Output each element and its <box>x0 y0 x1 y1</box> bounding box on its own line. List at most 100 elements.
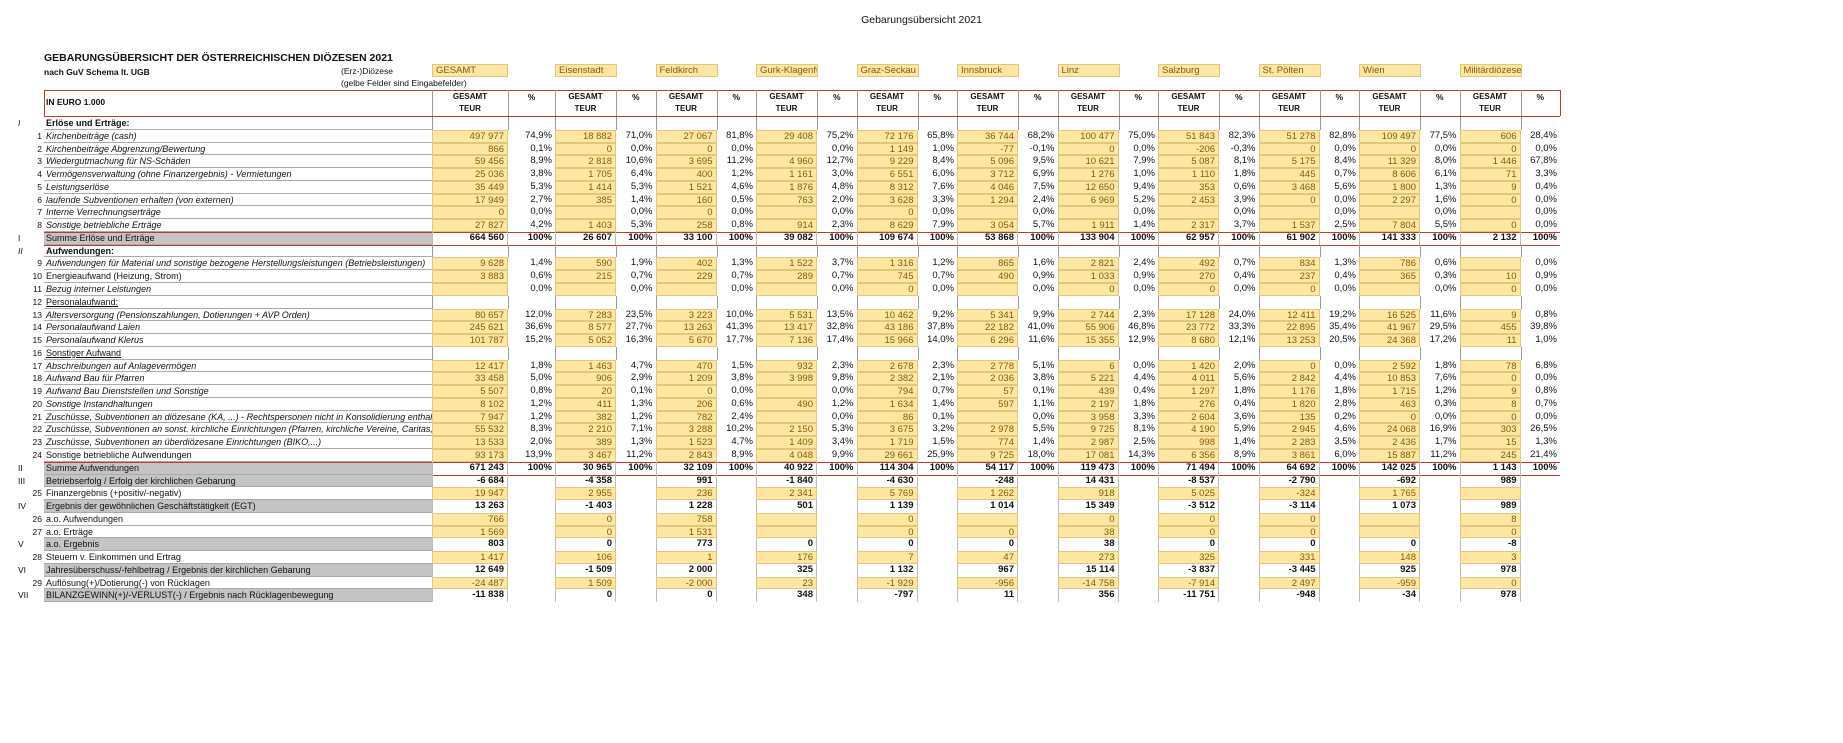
teur-cell: 664 560 <box>432 231 508 245</box>
pct-cell: 0,0% <box>1334 283 1356 294</box>
rule <box>1258 244 1260 258</box>
row-label: Leistungserlöse <box>44 181 432 194</box>
teur-cell: 2 592 <box>1359 359 1420 373</box>
rule <box>1018 117 1019 130</box>
teur-cell: 0 <box>655 142 717 156</box>
rule <box>856 244 858 258</box>
teur-cell: 0 <box>756 538 817 552</box>
col-head: TEUR <box>775 104 798 113</box>
rule <box>508 244 509 258</box>
rule <box>1258 90 1260 116</box>
row-number: 16 <box>32 347 42 358</box>
row-label: Kirchenbeiträge (cash) <box>44 130 432 143</box>
teur-cell: 72 176 <box>856 129 918 143</box>
pct-cell: 100% <box>1331 461 1356 473</box>
teur-cell: 109 497 <box>1359 129 1420 143</box>
row-label: Ergebnis der gewöhnlichen Geschäftstätig… <box>44 500 432 513</box>
rule <box>1420 295 1421 309</box>
row-label: Personalaufwand: <box>44 296 432 309</box>
teur-cell: 47 <box>957 551 1018 564</box>
pct-cell: 0,6% <box>731 397 753 409</box>
row-label: Jahresüberschuss/-fehlbetrag / Ergebnis … <box>44 563 432 577</box>
pct-cell: 0,6% <box>530 270 552 282</box>
pct-cell: 0,0% <box>530 206 552 218</box>
teur-cell: 51 278 <box>1258 129 1320 143</box>
teur-cell: 2 842 <box>1258 372 1320 386</box>
col-head: TEUR <box>1378 104 1401 113</box>
pct-cell: 3,0% <box>831 168 854 180</box>
teur-cell: 8 577 <box>555 321 616 335</box>
teur-cell: 27 067 <box>655 129 717 143</box>
teur-cell: 5 769 <box>856 487 918 501</box>
pct-cell: 0,0% <box>630 283 653 294</box>
teur-cell: 0 <box>856 206 918 220</box>
pct-cell: 2,1% <box>932 372 954 384</box>
rule <box>655 90 657 116</box>
teur-cell: 606 <box>1459 129 1521 143</box>
pct-cell: 0,9% <box>1535 270 1557 282</box>
pct-cell: 0,8% <box>731 219 753 231</box>
teur-cell: 0 <box>1057 142 1119 156</box>
teur-cell: 3 054 <box>957 219 1018 232</box>
pct-cell: 100% <box>728 231 753 243</box>
teur-cell: -14 758 <box>1057 576 1119 590</box>
teur-cell: 0 <box>1057 283 1119 296</box>
teur-cell: 18 882 <box>555 129 616 143</box>
rule <box>44 231 1560 233</box>
rule <box>716 117 718 130</box>
pct-cell: 5,5% <box>1032 423 1055 435</box>
teur-cell: 8 <box>1459 397 1521 411</box>
teur-cell: -1 509 <box>555 563 616 577</box>
teur-cell: 9 229 <box>856 155 918 169</box>
teur-cell <box>756 206 817 220</box>
pct-cell: 17,2% <box>1429 334 1457 346</box>
pct-cell: 37,8% <box>927 321 954 333</box>
pct-cell: 2,3% <box>1133 308 1155 320</box>
pct-cell: 9,9% <box>1032 308 1055 320</box>
row-number: 12 <box>32 296 42 307</box>
teur-cell: 1 149 <box>856 142 918 156</box>
pct-cell: 1,7% <box>1434 436 1457 448</box>
col-head: % <box>631 92 640 102</box>
pct-cell: 0,0% <box>731 206 753 218</box>
pct-cell: 2,9% <box>630 372 653 384</box>
teur-cell: -3 837 <box>1158 563 1219 577</box>
teur-cell: 834 <box>1258 257 1320 271</box>
rule <box>555 90 556 116</box>
teur-cell: 3 695 <box>655 155 717 169</box>
pct-cell: 0,0% <box>1133 359 1155 371</box>
pct-cell: 4,4% <box>1133 372 1155 384</box>
teur-cell: 0 <box>856 512 918 526</box>
teur-cell: 794 <box>856 385 918 398</box>
teur-cell: 3 712 <box>957 168 1018 181</box>
teur-cell: 17 081 <box>1057 449 1119 462</box>
teur-cell: 2 036 <box>957 372 1018 386</box>
row-label: Sonstige betriebliche Aufwendungen <box>44 449 432 462</box>
pct-cell: 0,7% <box>731 270 753 282</box>
rule <box>817 295 818 309</box>
pct-cell: 2,0% <box>831 193 854 205</box>
row-label: Aufwand Bau für Pfarren <box>44 372 432 386</box>
col-head: GESAMT <box>970 92 1005 101</box>
teur-cell: 0 <box>1459 410 1521 424</box>
pct-cell: 0,1% <box>932 410 954 422</box>
row-label: Bezug interner Leistungen <box>44 283 432 296</box>
teur-cell: 2 821 <box>1057 257 1119 271</box>
pct-cell: 0,0% <box>731 385 753 397</box>
pct-cell: 0,7% <box>932 270 954 282</box>
teur-cell: 5 096 <box>957 155 1018 169</box>
pct-cell: 32,8% <box>826 321 854 333</box>
teur-cell: 15 966 <box>856 334 918 347</box>
teur-cell: 774 <box>957 436 1018 450</box>
row-number: 13 <box>32 309 42 320</box>
rule <box>1520 244 1522 258</box>
pct-cell: 82,8% <box>1329 129 1356 141</box>
pct-cell: 2,7% <box>530 193 552 205</box>
pct-cell: 0,4% <box>1535 180 1557 192</box>
pct-cell: 2,3% <box>932 359 954 371</box>
unit-label: IN EURO 1.000 <box>46 97 106 107</box>
teur-cell: 1 509 <box>555 576 616 590</box>
pct-cell: 11,2% <box>626 449 653 461</box>
teur-cell: -1 840 <box>756 474 817 488</box>
roman-numeral: I <box>18 232 21 243</box>
